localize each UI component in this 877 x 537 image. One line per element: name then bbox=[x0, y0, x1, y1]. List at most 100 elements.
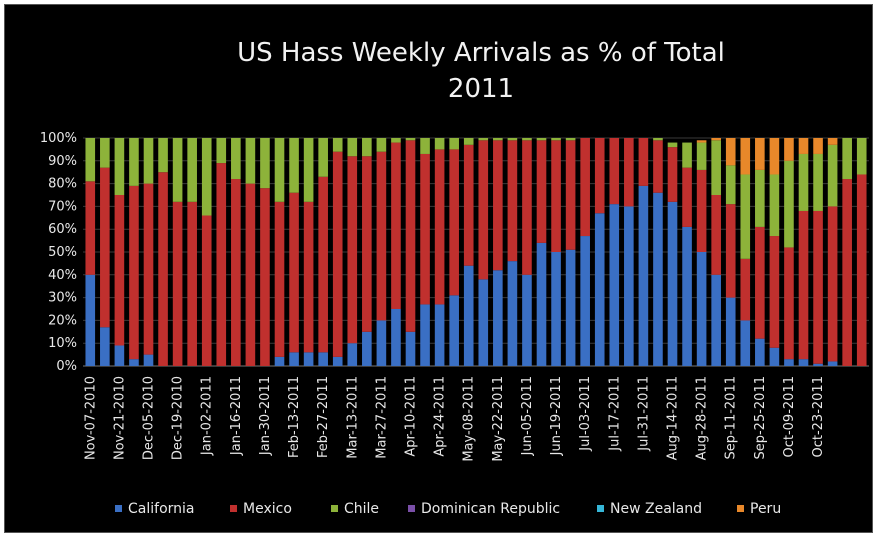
bar-segment-chile bbox=[856, 138, 867, 175]
bar-segment-california bbox=[827, 361, 838, 366]
x-tick-label: Jul-31-2011 bbox=[636, 376, 651, 452]
legend-item: New Zealand bbox=[597, 501, 702, 517]
bar-segment-chile bbox=[158, 138, 168, 173]
bar-segment-mexico bbox=[143, 183, 154, 355]
bar-stack bbox=[420, 138, 430, 366]
bar-segment-california bbox=[420, 304, 430, 366]
x-tick-label: Jan-16-2011 bbox=[229, 376, 244, 456]
chart-title-line-1: US Hass Weekly Arrivals as % of Total bbox=[237, 38, 725, 68]
bar-segment-california bbox=[653, 192, 663, 366]
bar-segment-peru bbox=[784, 138, 794, 161]
bar-stack bbox=[594, 138, 605, 366]
bar-segment-california bbox=[85, 274, 96, 366]
bar-segment-chile bbox=[201, 138, 212, 216]
bar-segment-mexico bbox=[522, 140, 532, 275]
bar-segment-mexico bbox=[318, 176, 328, 353]
bar-segment-mexico bbox=[303, 201, 314, 353]
bar-segment-chile bbox=[434, 138, 445, 150]
bar-stack bbox=[362, 138, 372, 366]
bar-segment-california bbox=[755, 338, 765, 366]
bar-stack bbox=[784, 138, 794, 366]
bar-stack bbox=[565, 138, 576, 366]
y-tick-label: 30% bbox=[48, 291, 77, 306]
bar-segment-mexico bbox=[813, 210, 823, 364]
bar-segment-mexico bbox=[332, 151, 343, 357]
bar-stack bbox=[696, 140, 707, 366]
x-tick-label: Jan-30-2011 bbox=[258, 376, 273, 456]
bar-stack bbox=[201, 138, 212, 366]
bar-segment-peru bbox=[769, 138, 780, 175]
bar-stack bbox=[580, 138, 590, 366]
bar-stack bbox=[551, 138, 561, 366]
bar-segment-california bbox=[463, 265, 474, 366]
legend-swatch bbox=[597, 505, 604, 512]
bar-segment-peru bbox=[827, 138, 838, 145]
bar-segment-chile bbox=[653, 138, 663, 141]
legend-label: New Zealand bbox=[610, 501, 702, 517]
bar-stack bbox=[609, 138, 620, 366]
x-tick-label: Oct-23-2011 bbox=[811, 376, 826, 458]
bar-segment-california bbox=[522, 274, 532, 366]
stacked-bar-chart: US Hass Weekly Arrivals as % of Total 20… bbox=[40, 38, 869, 517]
bar-stack bbox=[536, 138, 547, 366]
bar-segment-mexico bbox=[798, 210, 809, 360]
bar-segment-chile bbox=[536, 138, 547, 141]
bars bbox=[85, 138, 867, 366]
bar-stack bbox=[187, 138, 197, 366]
bar-segment-mexico bbox=[245, 183, 256, 366]
bar-stack bbox=[405, 138, 416, 366]
bar-segment-mexico bbox=[638, 138, 649, 186]
bar-segment-mexico bbox=[231, 179, 241, 366]
bar-segment-chile bbox=[725, 165, 736, 205]
legend-item: California bbox=[115, 501, 194, 517]
bar-segment-california bbox=[376, 320, 387, 366]
bar-segment-mexico bbox=[493, 140, 503, 271]
bar-stack bbox=[725, 138, 736, 366]
x-tick-label: Jan-02-2011 bbox=[200, 376, 215, 456]
y-tick-label: 10% bbox=[48, 336, 77, 351]
bar-segment-chile bbox=[798, 153, 809, 211]
bar-stack bbox=[347, 138, 358, 366]
bar-segment-mexico bbox=[653, 140, 663, 193]
bar-segment-mexico bbox=[624, 138, 634, 207]
bar-stack bbox=[842, 138, 852, 366]
legend-item: Dominican Republic bbox=[408, 501, 560, 517]
bar-stack bbox=[274, 138, 285, 366]
bar-segment-peru bbox=[813, 138, 823, 154]
bar-segment-chile bbox=[347, 138, 358, 157]
bar-stack bbox=[245, 138, 256, 366]
y-tick-label: 60% bbox=[48, 222, 77, 237]
bar-stack bbox=[463, 138, 474, 366]
bar-segment-peru bbox=[711, 138, 721, 141]
bar-segment-mexico bbox=[129, 185, 139, 360]
bar-stack bbox=[682, 142, 692, 366]
bar-segment-mexico bbox=[289, 192, 299, 353]
legend-label: Peru bbox=[750, 501, 781, 517]
x-tick-label: Feb-27-2011 bbox=[316, 376, 331, 458]
bar-segment-chile bbox=[813, 153, 823, 211]
bar-segment-peru bbox=[725, 138, 736, 166]
bar-segment-mexico bbox=[114, 195, 125, 346]
legend-item: Peru bbox=[737, 501, 781, 517]
bar-segment-chile bbox=[318, 138, 328, 177]
bar-stack bbox=[332, 138, 343, 366]
bar-stack bbox=[114, 138, 125, 366]
bar-segment-mexico bbox=[187, 201, 197, 366]
bar-segment-chile bbox=[522, 138, 532, 141]
bar-segment-california bbox=[507, 261, 518, 366]
bar-segment-mexico bbox=[362, 156, 372, 332]
bar-segment-california bbox=[362, 331, 372, 366]
x-tick-label: Jun-05-2011 bbox=[520, 376, 535, 456]
y-tick-label: 80% bbox=[48, 177, 77, 192]
bar-segment-mexico bbox=[85, 181, 96, 275]
bar-segment-chile bbox=[391, 138, 401, 143]
bar-segment-chile bbox=[216, 138, 227, 164]
legend-label: California bbox=[128, 501, 194, 517]
x-axis: Nov-07-2010 Nov-21-2010 Dec-05-2010 Dec-19-… bbox=[83, 376, 826, 462]
x-tick-label: Feb-13-2011 bbox=[287, 376, 302, 458]
bar-segment-california bbox=[100, 327, 110, 366]
bar-stack bbox=[100, 138, 110, 366]
y-tick-label: 90% bbox=[48, 154, 77, 169]
bar-stack bbox=[231, 138, 241, 366]
bar-segment-mexico bbox=[172, 201, 183, 366]
